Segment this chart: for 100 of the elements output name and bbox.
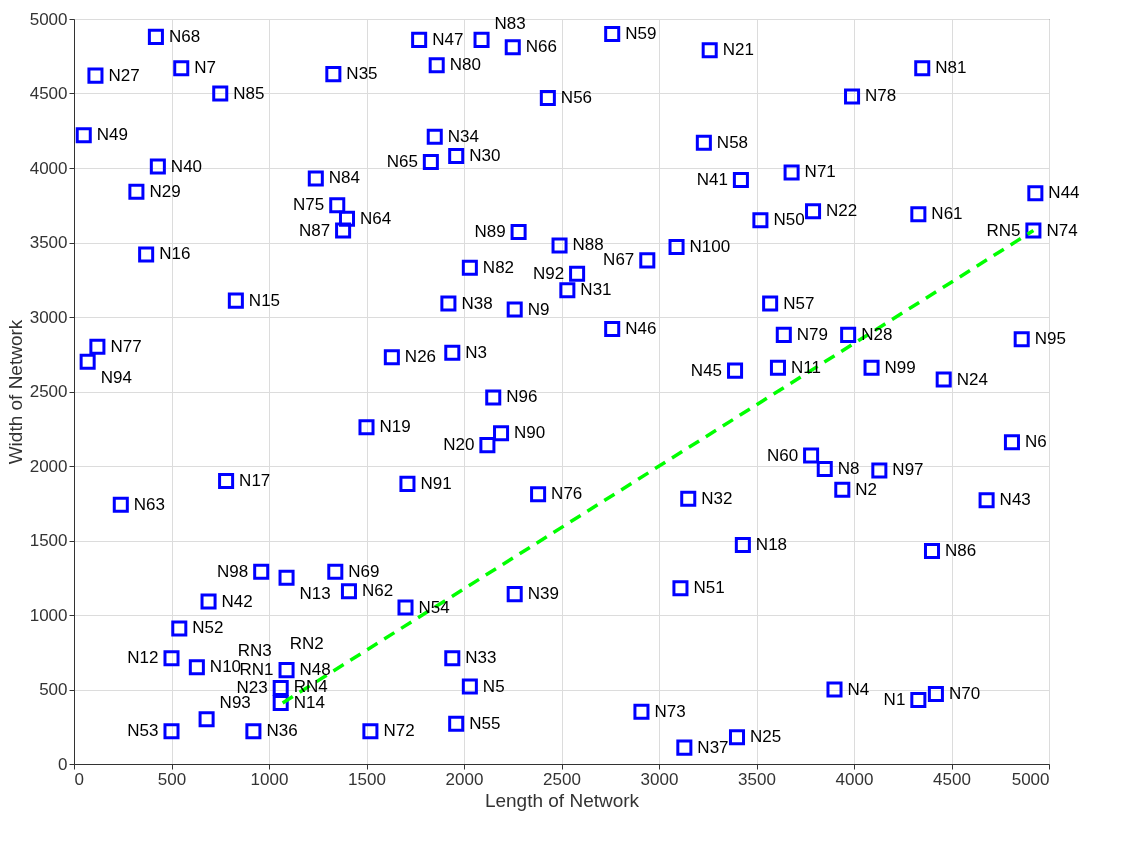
annotation: N20 xyxy=(443,435,475,455)
annotation: N68 xyxy=(168,26,201,46)
annotation: N97 xyxy=(892,460,924,480)
annotation: N3 xyxy=(465,342,488,362)
annotation: N43 xyxy=(999,490,1031,510)
annotation: N9 xyxy=(527,299,550,319)
annotation: N59 xyxy=(625,23,657,43)
annotation: N21 xyxy=(722,40,754,60)
annotation: N61 xyxy=(931,204,963,224)
y-tick-label: 1000 xyxy=(29,605,68,625)
annotation: N8 xyxy=(837,458,860,478)
annotation: N51 xyxy=(693,578,725,598)
annotation: N33 xyxy=(465,648,497,668)
annotation: N60 xyxy=(766,445,799,465)
annotation: N1 xyxy=(883,689,906,709)
annotation: N90 xyxy=(514,423,546,443)
annotation: N79 xyxy=(796,324,828,344)
annotation: N66 xyxy=(525,37,557,57)
annotation: N98 xyxy=(217,561,249,581)
x-axis-title: Length of Network xyxy=(484,789,640,811)
annotation: N6 xyxy=(1024,432,1047,452)
annotation: N53 xyxy=(127,721,159,741)
annotation: N28 xyxy=(861,324,893,344)
annotation: N75 xyxy=(293,195,325,215)
annotation: N87 xyxy=(298,220,331,240)
annotation: N7 xyxy=(194,58,216,78)
x-tick-label: 4000 xyxy=(835,769,874,789)
x-tick-label: 3000 xyxy=(640,769,679,789)
annotation: N39 xyxy=(527,584,559,604)
annotation: N52 xyxy=(192,618,224,638)
annotation: N13 xyxy=(299,583,331,603)
annotation: N82 xyxy=(482,257,515,277)
y-tick-label: 5000 xyxy=(29,9,68,29)
annotation: N65 xyxy=(386,152,418,172)
annotation: N22 xyxy=(826,201,858,221)
x-tick-label: 4500 xyxy=(933,769,971,789)
x-tick-label: 500 xyxy=(157,769,187,789)
annotation: N27 xyxy=(108,65,140,85)
annotation: N4 xyxy=(847,679,870,699)
annotation: N57 xyxy=(783,293,815,313)
annotation: N37 xyxy=(697,737,729,757)
annotation: N77 xyxy=(110,336,142,356)
annotation: N17 xyxy=(239,470,271,490)
annotation: N94 xyxy=(100,367,132,387)
annotation: N18 xyxy=(755,534,788,554)
annotation: N76 xyxy=(551,484,583,504)
annotation: N49 xyxy=(96,125,128,145)
annotation: N72 xyxy=(383,721,415,741)
annotation: N88 xyxy=(572,235,604,255)
annotation: N46 xyxy=(625,318,657,338)
annotation: N91 xyxy=(420,473,452,493)
annotation: N40 xyxy=(170,156,203,176)
y-tick-label: 500 xyxy=(39,680,68,699)
annotation: N56 xyxy=(560,87,593,107)
y-tick-label: 4000 xyxy=(29,158,68,178)
annotation: N96 xyxy=(506,387,538,407)
annotation: N78 xyxy=(865,86,897,106)
annotation: N80 xyxy=(449,55,481,75)
annotation: N36 xyxy=(266,721,298,741)
x-tick-label: 1000 xyxy=(250,769,289,789)
y-axis-title: Width of Network xyxy=(4,319,26,465)
annotation: N54 xyxy=(418,597,450,617)
x-tick-label: 1500 xyxy=(348,769,386,789)
annotation: N73 xyxy=(654,701,686,721)
annotation: N89 xyxy=(474,222,506,242)
y-tick-label: 0 xyxy=(58,754,68,774)
annotation: N42 xyxy=(221,591,253,611)
y-tick-label: 3500 xyxy=(29,233,68,252)
annotation: N55 xyxy=(469,713,501,733)
annotation: N67 xyxy=(603,250,635,270)
annotation: N12 xyxy=(127,648,159,668)
annotation: N34 xyxy=(447,126,479,146)
x-tick-label: 2000 xyxy=(445,769,484,789)
annotation: N30 xyxy=(469,146,501,166)
annotation: N74 xyxy=(1046,220,1078,240)
annotation: N15 xyxy=(248,290,281,310)
annotation: N45 xyxy=(690,360,723,380)
y-tick-label: 4500 xyxy=(29,84,68,103)
annotation: N58 xyxy=(716,132,749,152)
annotation: N83 xyxy=(494,13,526,33)
x-tick-label: 5000 xyxy=(1011,769,1050,789)
annotation: N64 xyxy=(360,208,392,228)
annotation: N70 xyxy=(948,683,981,703)
annotation: N35 xyxy=(346,64,378,84)
annotation: N95 xyxy=(1034,329,1066,349)
annotation: N85 xyxy=(233,83,265,103)
annotation: N50 xyxy=(773,210,805,230)
annotation: N16 xyxy=(159,244,191,264)
x-tick-label: 3500 xyxy=(738,769,776,789)
y-tick-label: 2000 xyxy=(29,456,68,476)
annotation: N99 xyxy=(884,357,916,377)
annotation: N32 xyxy=(701,488,733,508)
annotation: N38 xyxy=(461,293,493,313)
annotation: N86 xyxy=(945,540,977,560)
annotation: N26 xyxy=(404,347,437,367)
annotation: RN5 xyxy=(986,220,1021,240)
annotation: N92 xyxy=(532,263,565,283)
annotation: N5 xyxy=(482,676,505,696)
y-tick-label: 3000 xyxy=(29,307,68,327)
annotation: N24 xyxy=(956,369,988,389)
